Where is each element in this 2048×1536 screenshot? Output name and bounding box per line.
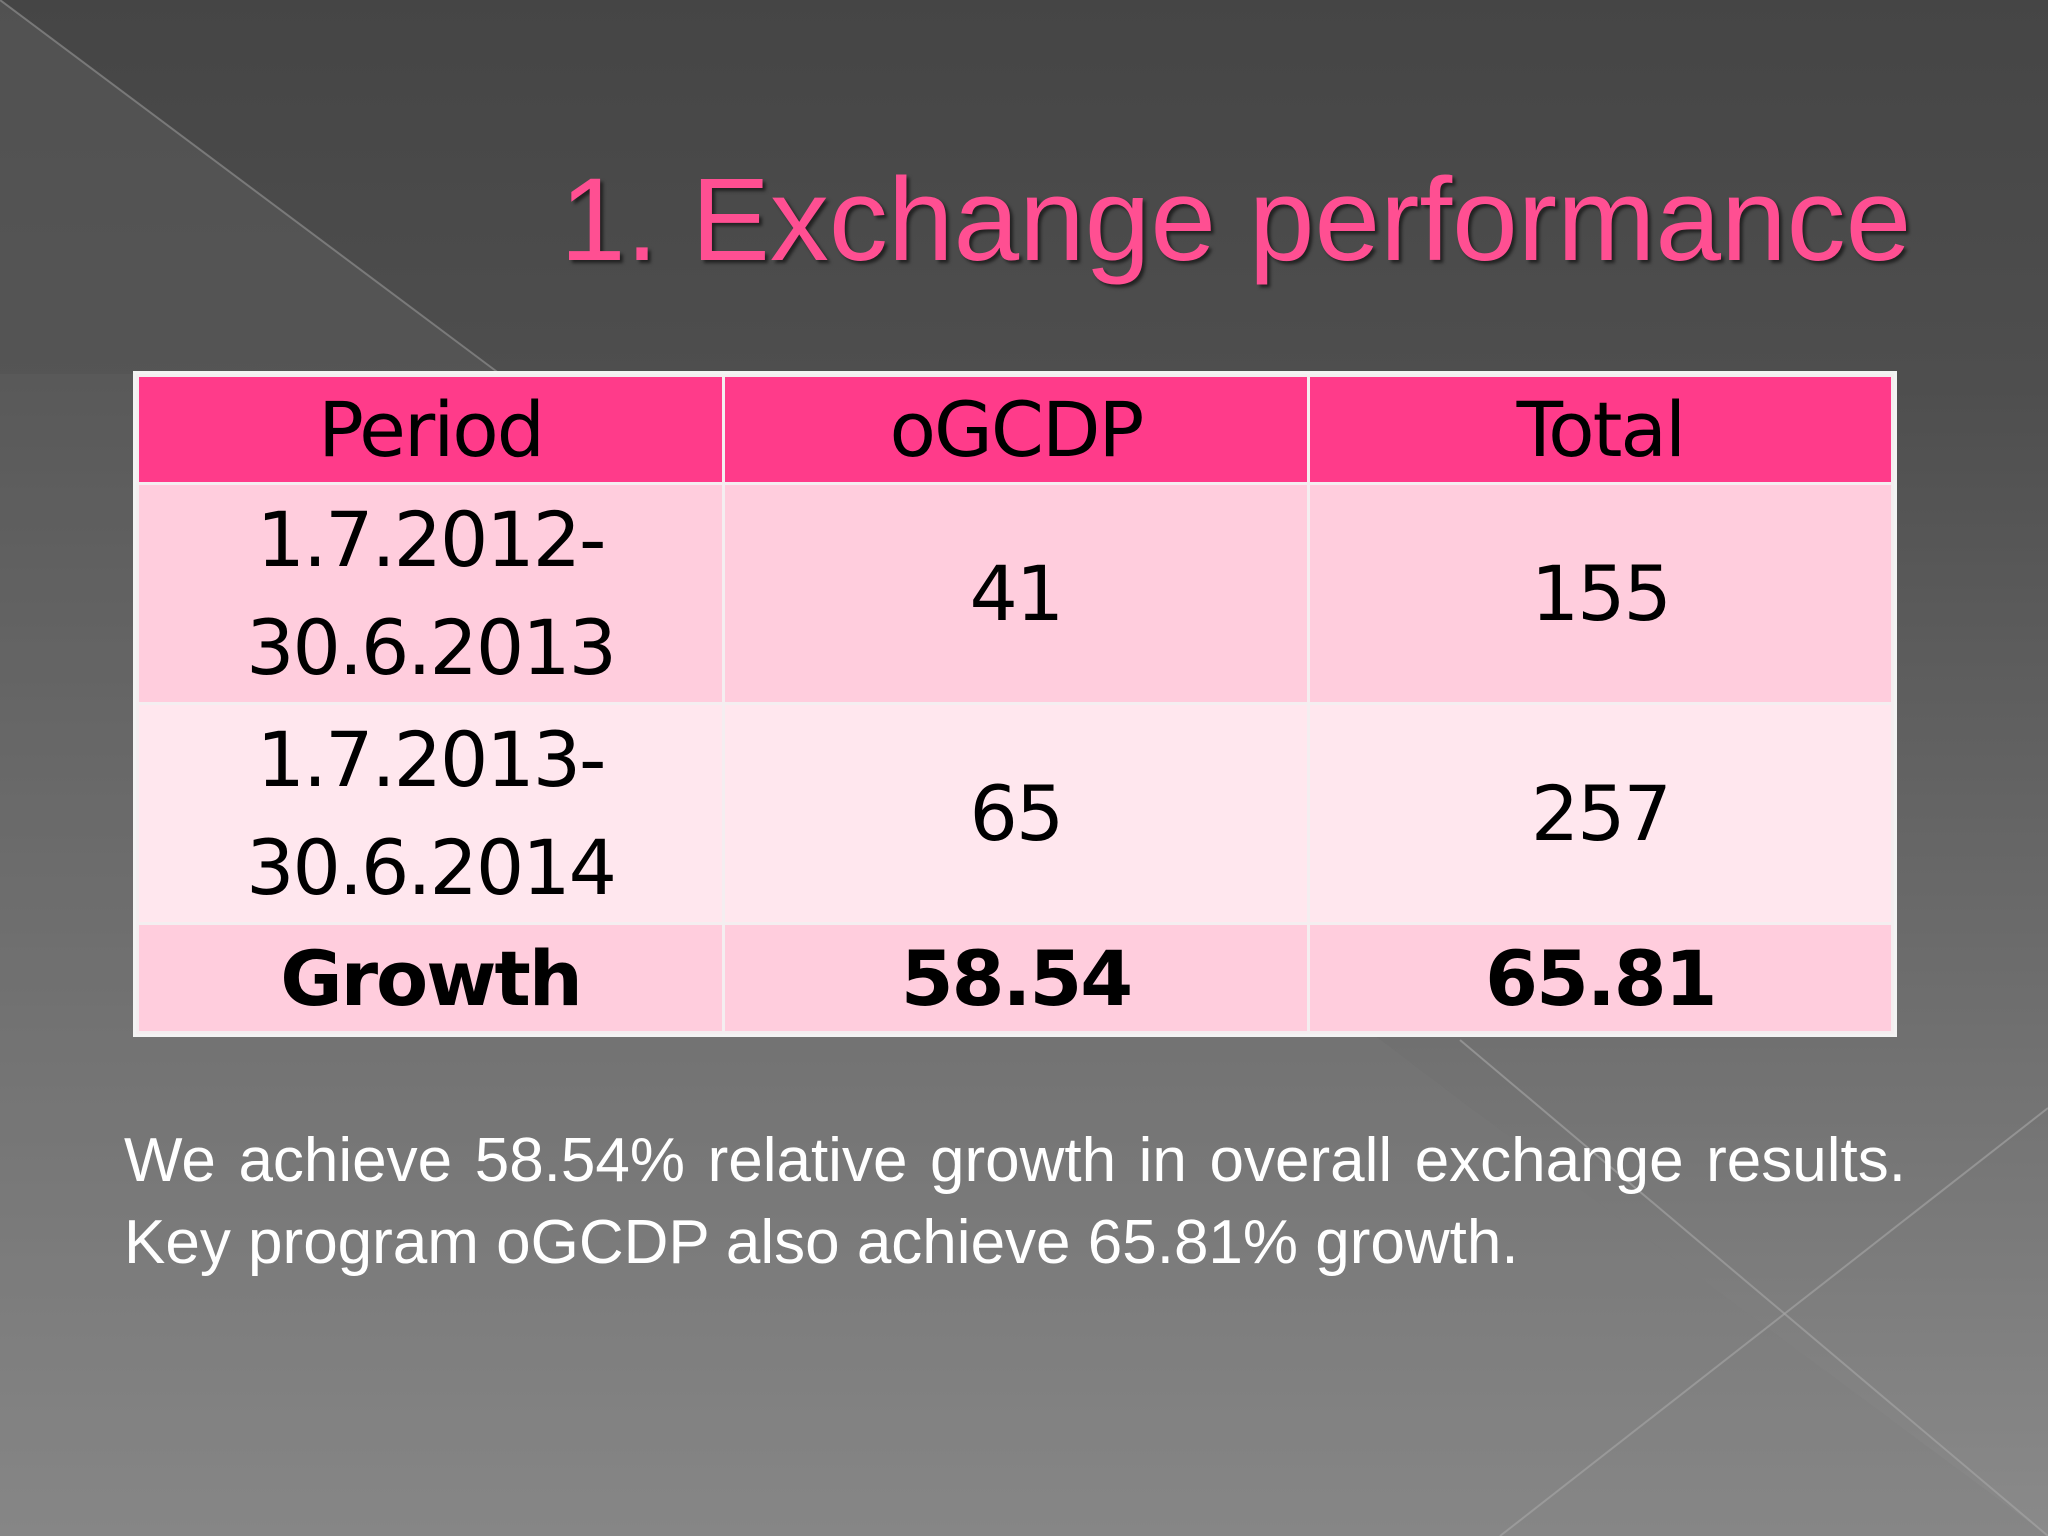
period-end: 30.6.2013 — [246, 602, 617, 692]
slide-title: 1. Exchange performance — [560, 154, 1912, 286]
period-cell: 1.7.2012- 30.6.2013 — [135, 482, 726, 705]
total-cell: 257 — [1306, 702, 1895, 925]
period-start: 1.7.2012- — [256, 494, 607, 584]
header-ogcdp: oGCDP — [722, 374, 1310, 485]
ogcdp-cell: 41 — [722, 482, 1310, 705]
table-row: 1.7.2012- 30.6.2013 41 155 — [135, 482, 1895, 705]
exchange-performance-table: Period oGCDP Total 1.7.2012- 30.6.2013 4… — [135, 374, 1895, 1034]
total-cell: 155 — [1306, 482, 1895, 705]
growth-label: Growth — [135, 922, 726, 1034]
header-period: Period — [135, 374, 726, 485]
growth-ogcdp: 58.54 — [722, 922, 1310, 1034]
header-total: Total — [1306, 374, 1895, 485]
growth-row: Growth 58.54 65.81 — [135, 922, 1895, 1034]
table-row: 1.7.2013- 30.6.2014 65 257 — [135, 702, 1895, 925]
summary-text: We achieve 58.54% relative growth in ove… — [124, 1126, 1906, 1277]
period-cell: 1.7.2013- 30.6.2014 — [135, 702, 726, 925]
period-start: 1.7.2013- — [256, 714, 607, 804]
table-header-row: Period oGCDP Total — [135, 374, 1895, 485]
period-end: 30.6.2014 — [246, 822, 617, 912]
ogcdp-cell: 65 — [722, 702, 1310, 925]
growth-total: 65.81 — [1306, 922, 1895, 1034]
